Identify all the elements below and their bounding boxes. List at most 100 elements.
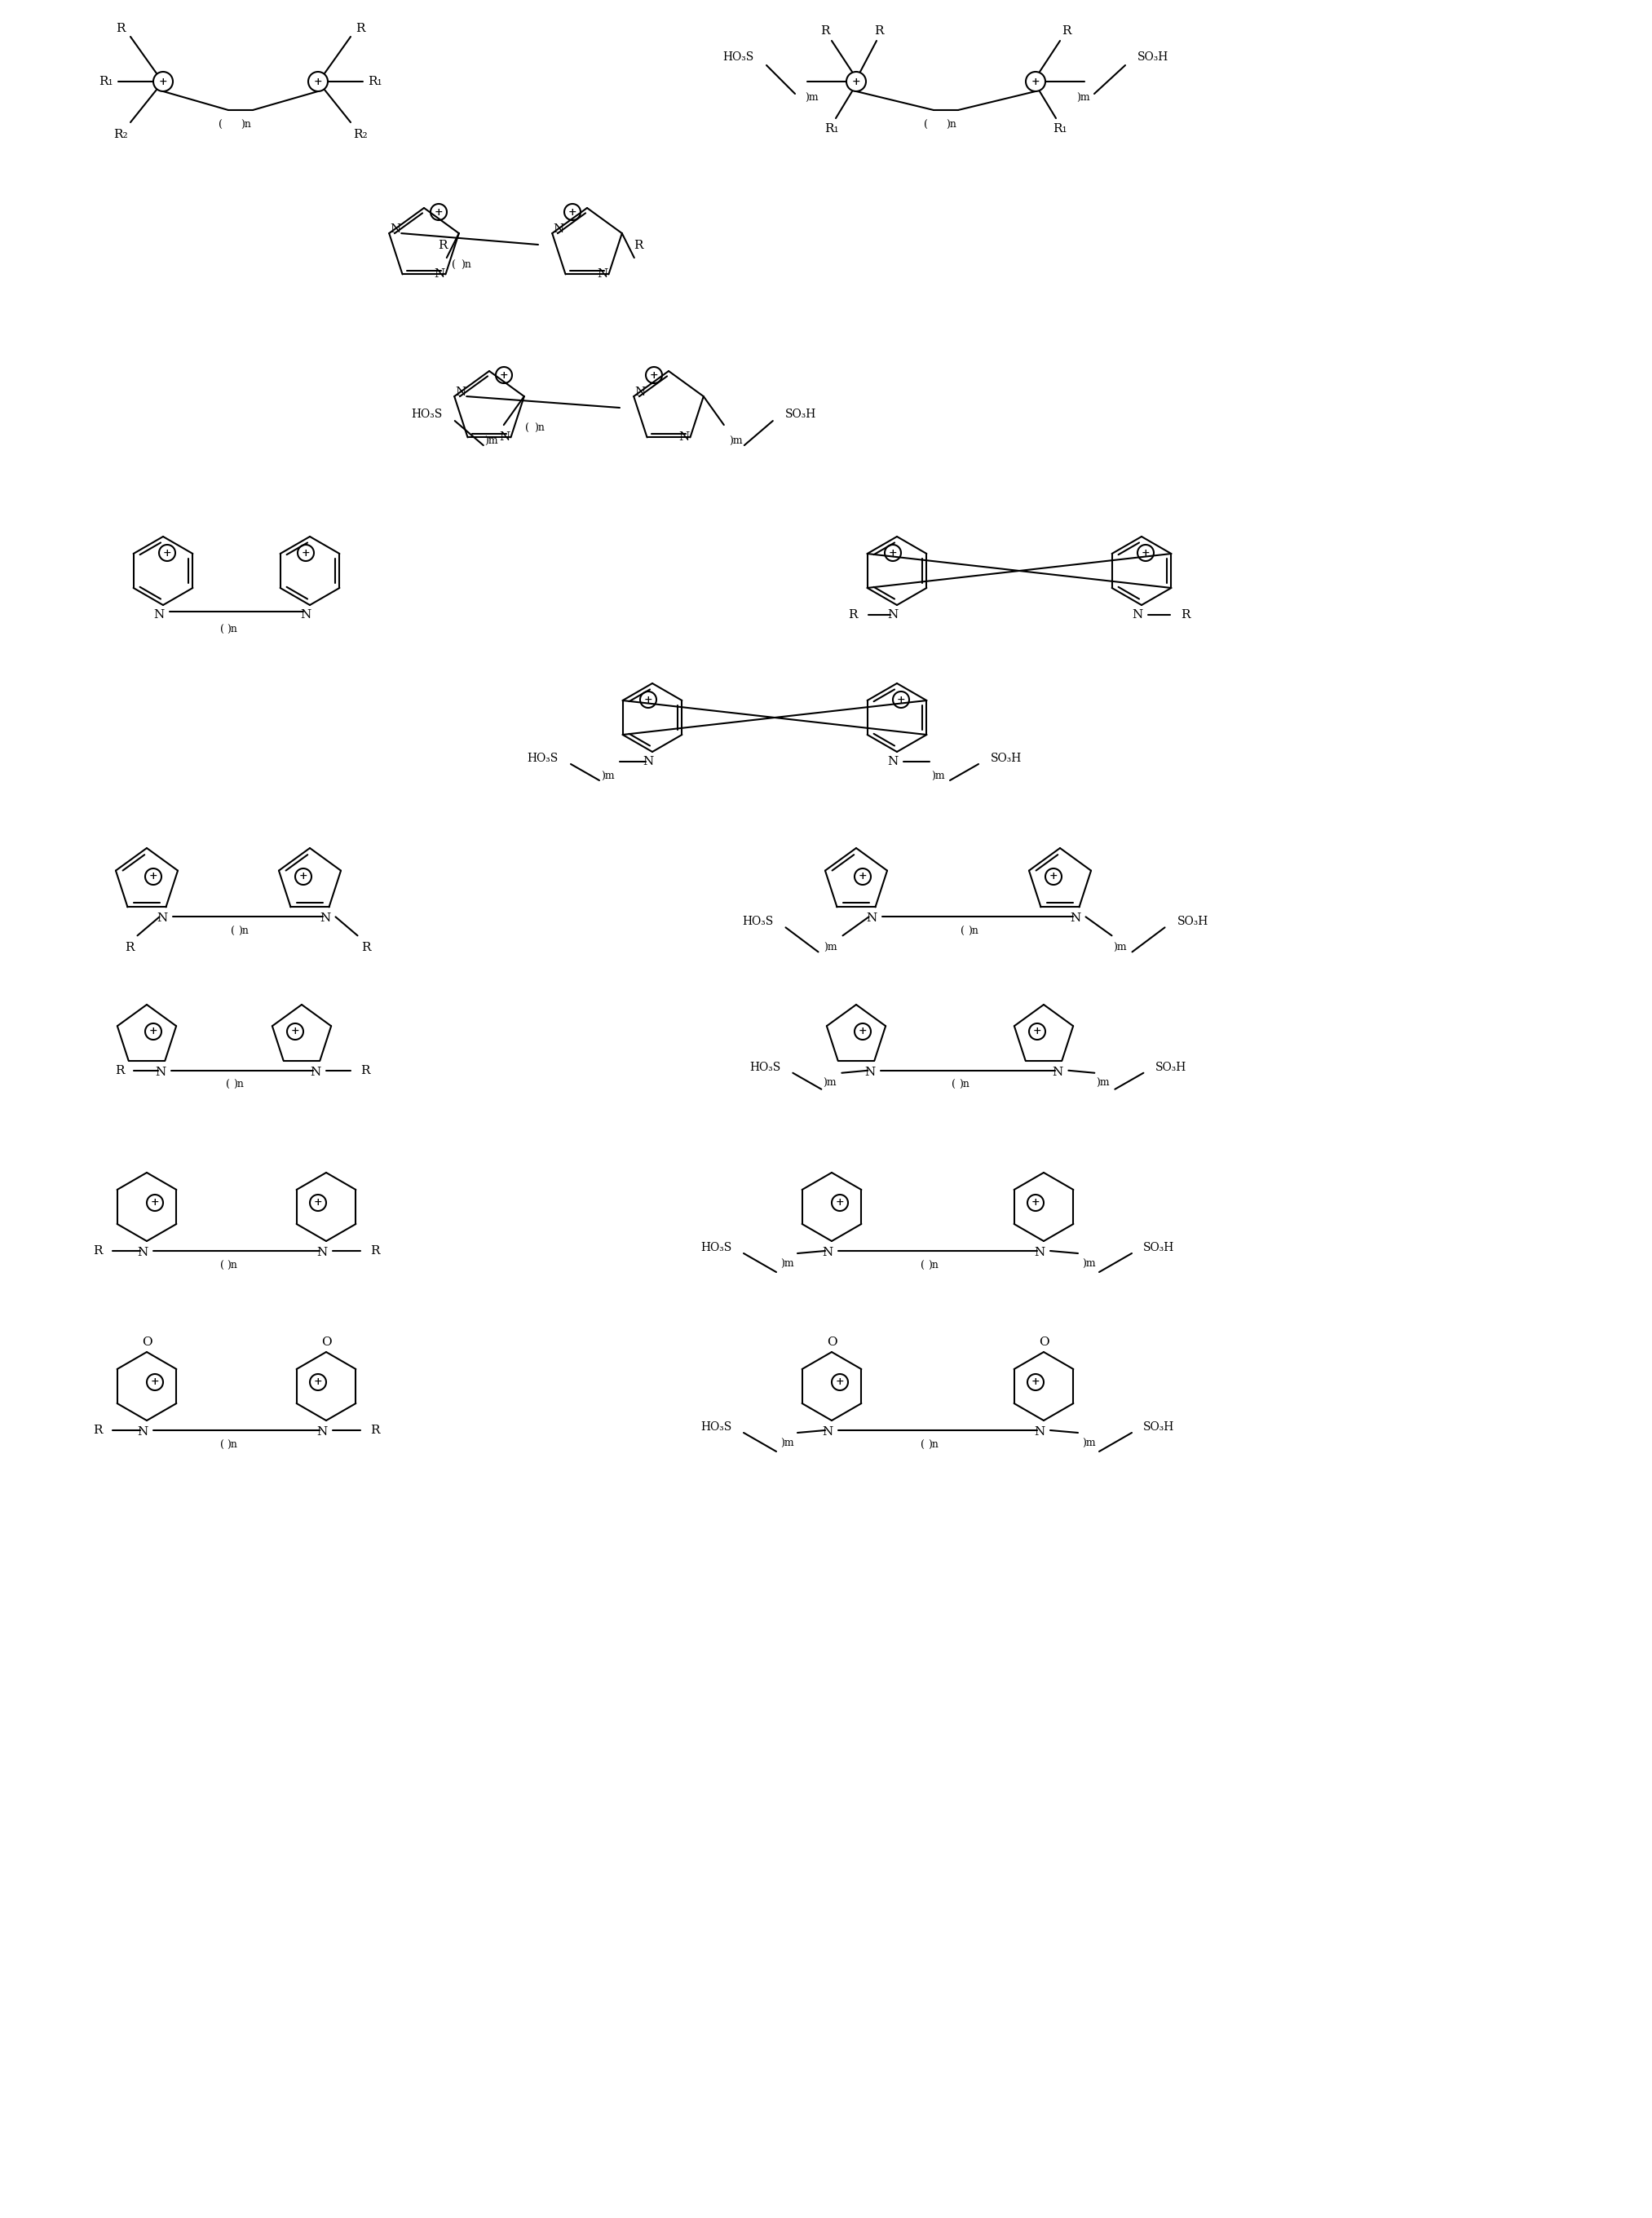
Text: N: N <box>1034 1426 1046 1437</box>
Text: N: N <box>643 756 654 767</box>
Text: SO₃H: SO₃H <box>1143 1242 1175 1253</box>
Text: )m: )m <box>1082 1437 1095 1448</box>
Text: )m: )m <box>601 772 615 781</box>
Text: N: N <box>1052 1067 1064 1078</box>
Text: N: N <box>887 756 899 767</box>
Text: +: + <box>836 1377 844 1388</box>
Text: )m: )m <box>824 943 838 954</box>
Text: +: + <box>314 75 322 87</box>
Text: +: + <box>1031 1198 1039 1209</box>
Text: +: + <box>852 75 861 87</box>
Text: +: + <box>314 1377 322 1388</box>
Text: (: ( <box>923 120 928 131</box>
Text: N: N <box>596 268 608 279</box>
Text: +: + <box>149 872 157 883</box>
Text: (: ( <box>220 1260 223 1271</box>
Text: )n: )n <box>226 623 238 634</box>
Text: N: N <box>137 1426 149 1437</box>
Text: +: + <box>1142 548 1150 559</box>
Text: R: R <box>94 1424 102 1435</box>
Text: SO₃H: SO₃H <box>1138 51 1168 62</box>
Text: )n: )n <box>947 120 957 131</box>
Text: HO₃S: HO₃S <box>742 916 773 927</box>
Text: SO₃H: SO₃H <box>785 408 816 419</box>
Text: )n: )n <box>968 927 978 936</box>
Text: )n: )n <box>958 1080 970 1091</box>
Text: +: + <box>299 872 307 883</box>
Text: +: + <box>150 1198 159 1209</box>
Text: +: + <box>859 872 867 883</box>
Text: SO₃H: SO₃H <box>1156 1062 1186 1074</box>
Text: R₁: R₁ <box>99 75 114 87</box>
Text: +: + <box>150 1377 159 1388</box>
Text: )m: )m <box>805 93 818 104</box>
Text: +: + <box>314 1198 322 1209</box>
Text: R: R <box>362 943 370 954</box>
Text: (: ( <box>960 927 965 936</box>
Text: )n: )n <box>233 1080 243 1091</box>
Text: +: + <box>499 370 509 381</box>
Text: N: N <box>301 610 311 621</box>
Text: +: + <box>836 1198 844 1209</box>
Text: +: + <box>434 206 443 217</box>
Text: R: R <box>94 1244 102 1258</box>
Text: R₂: R₂ <box>114 129 127 140</box>
Text: )n: )n <box>226 1260 238 1271</box>
Text: +: + <box>1049 872 1057 883</box>
Text: (: ( <box>220 623 223 634</box>
Text: +: + <box>1031 75 1039 87</box>
Text: N: N <box>1070 914 1080 925</box>
Text: )n: )n <box>238 927 249 936</box>
Text: +: + <box>649 370 657 381</box>
Text: R: R <box>116 1065 124 1076</box>
Text: HO₃S: HO₃S <box>700 1242 732 1253</box>
Text: )m: )m <box>780 1437 793 1448</box>
Text: N: N <box>1034 1247 1046 1258</box>
Text: R: R <box>849 610 857 621</box>
Text: HO₃S: HO₃S <box>750 1062 781 1074</box>
Text: )n: )n <box>226 1439 238 1451</box>
Text: )m: )m <box>932 772 945 781</box>
Text: N: N <box>155 1067 167 1078</box>
Text: +: + <box>1032 1027 1041 1036</box>
Text: N: N <box>866 914 877 925</box>
Text: N: N <box>866 1067 876 1078</box>
Text: HO₃S: HO₃S <box>527 752 558 763</box>
Text: )m: )m <box>1075 93 1090 104</box>
Text: HO₃S: HO₃S <box>700 1422 732 1433</box>
Text: R: R <box>370 1424 380 1435</box>
Text: N: N <box>823 1426 833 1437</box>
Text: N: N <box>137 1247 149 1258</box>
Text: R: R <box>116 22 126 33</box>
Text: )m: )m <box>484 437 499 446</box>
Text: )m: )m <box>780 1258 793 1269</box>
Text: +: + <box>291 1027 299 1036</box>
Text: O: O <box>1039 1337 1049 1349</box>
Text: )n: )n <box>241 120 251 131</box>
Text: R₁: R₁ <box>824 124 839 135</box>
Text: )n: )n <box>928 1260 938 1271</box>
Text: N: N <box>434 268 444 279</box>
Text: N: N <box>390 224 401 235</box>
Text: )n: )n <box>928 1439 938 1451</box>
Text: N: N <box>823 1247 833 1258</box>
Text: R: R <box>1181 610 1189 621</box>
Text: )n: )n <box>461 260 471 271</box>
Text: (: ( <box>220 1439 223 1451</box>
Text: SO₃H: SO₃H <box>1176 916 1208 927</box>
Text: N: N <box>553 224 563 235</box>
Text: +: + <box>1031 1377 1039 1388</box>
Text: )m: )m <box>1095 1078 1110 1089</box>
Text: R: R <box>124 943 134 954</box>
Text: HO₃S: HO₃S <box>724 51 755 62</box>
Text: +: + <box>164 548 172 559</box>
Text: R: R <box>438 240 448 251</box>
Text: N: N <box>157 914 167 925</box>
Text: (: ( <box>231 927 235 936</box>
Text: N: N <box>887 610 899 621</box>
Text: N: N <box>1132 610 1143 621</box>
Text: N: N <box>679 433 689 444</box>
Text: (: ( <box>226 1080 230 1091</box>
Text: N: N <box>311 1067 320 1078</box>
Text: +: + <box>897 694 905 705</box>
